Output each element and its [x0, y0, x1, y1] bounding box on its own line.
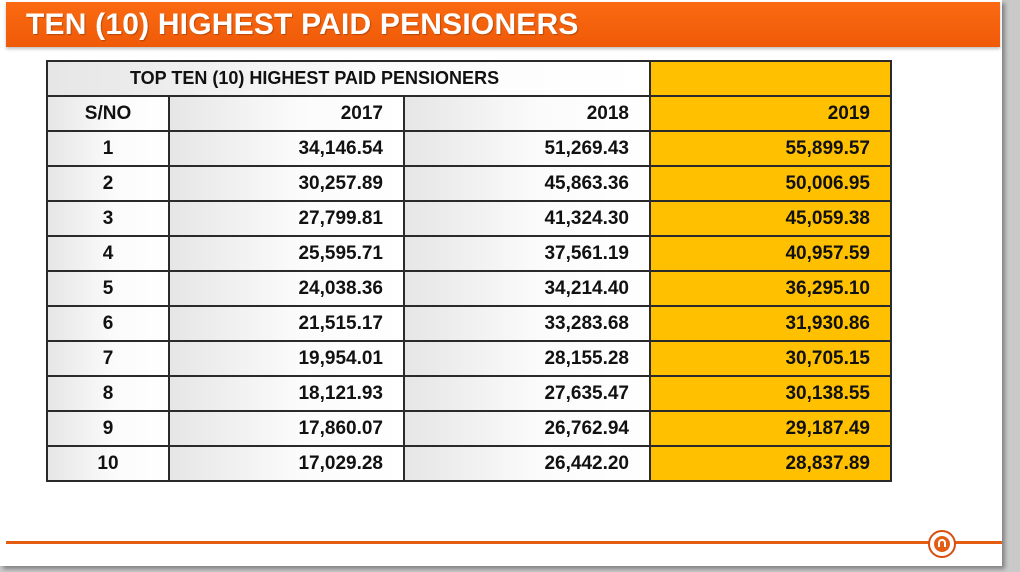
cell-2019: 31,930.86 — [649, 305, 892, 342]
cell-2019: 29,187.49 — [649, 410, 892, 447]
table-caption-highlight — [649, 60, 892, 97]
table-caption: TOP TEN (10) HIGHEST PAID PENSIONERS — [46, 60, 651, 97]
table-row: 6 21,515.17 33,283.68 31,930.86 — [46, 305, 892, 342]
header-sno: S/NO — [46, 95, 170, 132]
slide-title: TEN (10) HIGHEST PAID PENSIONERS — [26, 8, 579, 41]
cell-2017: 17,860.07 — [168, 410, 405, 447]
table-row: 4 25,595.71 37,561.19 40,957.59 — [46, 235, 892, 272]
header-2017: 2017 — [168, 95, 405, 132]
cell-2017: 21,515.17 — [168, 305, 405, 342]
cell-2017: 25,595.71 — [168, 235, 405, 272]
cell-sno: 2 — [46, 165, 170, 202]
cell-sno: 8 — [46, 375, 170, 412]
cell-2017: 19,954.01 — [168, 340, 405, 377]
pensioners-table: TOP TEN (10) HIGHEST PAID PENSIONERS S/N… — [46, 60, 892, 482]
cell-2019: 30,705.15 — [649, 340, 892, 377]
table-row: 8 18,121.93 27,635.47 30,138.55 — [46, 375, 892, 412]
cell-sno: 9 — [46, 410, 170, 447]
title-bar: TEN (10) HIGHEST PAID PENSIONERS — [6, 2, 1000, 47]
cell-2018: 34,214.40 — [403, 270, 651, 307]
cell-2017: 17,029.28 — [168, 445, 405, 482]
cell-2018: 37,561.19 — [403, 235, 651, 272]
cell-sno: 1 — [46, 130, 170, 167]
cell-sno: 5 — [46, 270, 170, 307]
cell-2017: 27,799.81 — [168, 200, 405, 237]
cell-2018: 51,269.43 — [403, 130, 651, 167]
table-row: 5 24,038.36 34,214.40 36,295.10 — [46, 270, 892, 307]
cell-2017: 30,257.89 — [168, 165, 405, 202]
cell-2018: 45,863.36 — [403, 165, 651, 202]
cell-2019: 45,059.38 — [649, 200, 892, 237]
table-row: 7 19,954.01 28,155.28 30,705.15 — [46, 340, 892, 377]
footer-divider — [6, 541, 1002, 544]
table-row: 10 17,029.28 26,442.20 28,837.89 — [46, 445, 892, 482]
slide: TEN (10) HIGHEST PAID PENSIONERS TOP TEN… — [0, 0, 1002, 566]
cell-2019: 40,957.59 — [649, 235, 892, 272]
header-2018: 2018 — [403, 95, 651, 132]
cell-2019: 28,837.89 — [649, 445, 892, 482]
cell-sno: 6 — [46, 305, 170, 342]
cell-2019: 30,138.55 — [649, 375, 892, 412]
seal-mark — [938, 539, 946, 547]
table-row: 9 17,860.07 26,762.94 29,187.49 — [46, 410, 892, 447]
organization-seal-icon — [928, 530, 956, 558]
cell-2018: 26,442.20 — [403, 445, 651, 482]
cell-2019: 55,899.57 — [649, 130, 892, 167]
cell-sno: 10 — [46, 445, 170, 482]
table-row: 1 34,146.54 51,269.43 55,899.57 — [46, 130, 892, 167]
cell-sno: 4 — [46, 235, 170, 272]
cell-2019: 50,006.95 — [649, 165, 892, 202]
table-caption-row: TOP TEN (10) HIGHEST PAID PENSIONERS — [46, 60, 892, 97]
cell-sno: 3 — [46, 200, 170, 237]
cell-2018: 28,155.28 — [403, 340, 651, 377]
cell-2018: 33,283.68 — [403, 305, 651, 342]
cell-2017: 34,146.54 — [168, 130, 405, 167]
table-header-row: S/NO 2017 2018 2019 — [46, 95, 892, 132]
table-row: 3 27,799.81 41,324.30 45,059.38 — [46, 200, 892, 237]
cell-2018: 26,762.94 — [403, 410, 651, 447]
cell-2018: 41,324.30 — [403, 200, 651, 237]
table-row: 2 30,257.89 45,863.36 50,006.95 — [46, 165, 892, 202]
cell-sno: 7 — [46, 340, 170, 377]
cell-2017: 18,121.93 — [168, 375, 405, 412]
cell-2017: 24,038.36 — [168, 270, 405, 307]
cell-2018: 27,635.47 — [403, 375, 651, 412]
header-2019: 2019 — [649, 95, 892, 132]
cell-2019: 36,295.10 — [649, 270, 892, 307]
